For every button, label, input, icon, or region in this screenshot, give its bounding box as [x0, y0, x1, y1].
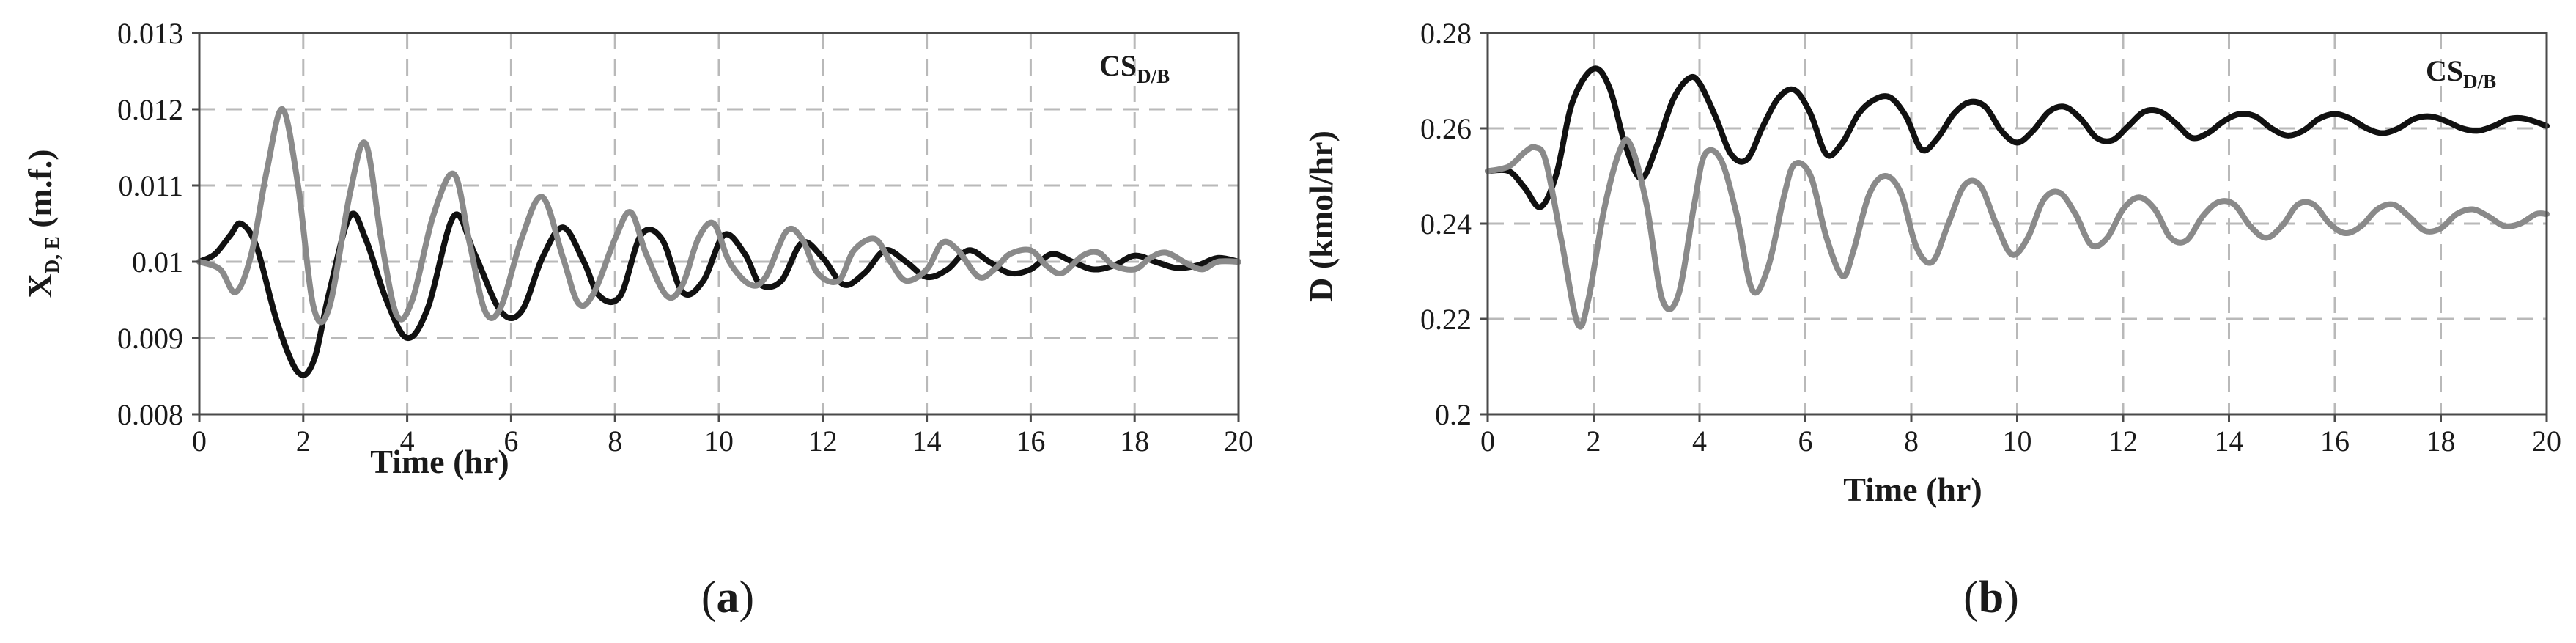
- y-tick-label: 0.011: [118, 169, 183, 202]
- tag-sub: D/B: [2463, 70, 2496, 92]
- x-tick-label: 14: [912, 425, 942, 458]
- tag-main: CS: [2426, 54, 2463, 87]
- control-structure-tag: CSD/B: [2426, 54, 2496, 92]
- x-tick-label: 0: [1480, 425, 1495, 458]
- x-tick-label: 6: [503, 425, 518, 458]
- panel-label-b: (b): [1963, 573, 2019, 622]
- x-tick-label: 12: [2108, 425, 2138, 458]
- y-tick-labels: 0.2 0.22 0.24 0.26 0.28: [1420, 17, 1472, 431]
- x-tick-label: 8: [1904, 425, 1919, 458]
- x-tick-label: 12: [808, 425, 838, 458]
- x-tick-label: 20: [2532, 425, 2561, 458]
- y-tick-label: 0.22: [1420, 303, 1472, 336]
- series-line-1: [1485, 65, 2550, 210]
- y-tick-label: 0.28: [1420, 17, 1472, 50]
- y-tick-label: 0.009: [117, 322, 183, 355]
- x-tick-label: 16: [2320, 425, 2350, 458]
- x-tick-label: 4: [400, 425, 415, 458]
- y-axis-label-unit: (m.f.): [21, 149, 59, 236]
- x-tick-label: 6: [1798, 425, 1813, 458]
- plot-frame: [1480, 32, 2548, 422]
- x-tick-label: 8: [608, 425, 622, 458]
- x-tick-label: 10: [2003, 425, 2032, 458]
- y-tick-label: 0.2: [1435, 398, 1472, 431]
- chart-panel-b: 0 2 4 6 8 10 12 14 16 18 20 0.2 0.22 0.24 0.26 0.28 Ti…: [1302, 17, 2561, 622]
- x-tick-label: 2: [296, 425, 311, 458]
- plot-frame: [192, 32, 1240, 422]
- x-tick-labels: 0 2 4 6 8 10 12 14 16 18 20: [192, 425, 1253, 458]
- panel-letter-a: a: [717, 573, 739, 622]
- x-tick-label: 2: [1587, 425, 1601, 458]
- tag-main: CS: [1099, 49, 1137, 82]
- series-group: [1485, 65, 2550, 330]
- y-tick-label: 0.008: [117, 398, 183, 431]
- y-axis-label: XD, E (m.f.): [21, 149, 63, 298]
- y-tick-labels: 0.008 0.009 0.01 0.011 0.012 0.013: [117, 17, 183, 431]
- y-tick-label: 0.24: [1420, 207, 1472, 240]
- y-axis-label-sub: D, E: [41, 236, 63, 273]
- x-axis-label: Time (hr): [1843, 471, 1982, 508]
- y-tick-label: 0.012: [117, 93, 183, 126]
- x-tick-label: 18: [1120, 425, 1149, 458]
- series-group: [196, 106, 1241, 378]
- panel-label-a: (a): [701, 573, 754, 622]
- y-axis-label-main: X: [21, 273, 59, 298]
- x-tick-labels: 0 2 4 6 8 10 12 14 16 18 20: [1480, 425, 2561, 458]
- y-tick-label: 0.26: [1420, 112, 1472, 145]
- gridlines: [199, 32, 1240, 414]
- y-tick-label: 0.01: [132, 246, 183, 279]
- x-tick-label: 20: [1224, 425, 1253, 458]
- series-line-2: [196, 106, 1241, 326]
- x-axis-label: Time (hr): [370, 443, 509, 480]
- tag-sub: D/B: [1137, 65, 1170, 87]
- x-tick-label: 18: [2426, 425, 2456, 458]
- gridlines: [1488, 32, 2548, 414]
- x-tick-label: 16: [1016, 425, 1045, 458]
- y-axis-label: D (kmol/hr): [1302, 131, 1340, 302]
- series-line-2: [1485, 136, 2550, 330]
- chart-panel-a: 0 2 4 6 8 10 12 14 16 18 20 0.0080.0090.010.0110.0…: [21, 17, 1253, 622]
- x-tick-label: 14: [2215, 425, 2244, 458]
- x-tick-label: 10: [704, 425, 734, 458]
- y-tick-label: 0.013: [117, 17, 183, 50]
- x-tick-label: 0: [192, 425, 207, 458]
- control-structure-tag: CSD/B: [1099, 49, 1170, 87]
- x-tick-label: 4: [1692, 425, 1707, 458]
- panel-letter-b: b: [1979, 573, 2004, 622]
